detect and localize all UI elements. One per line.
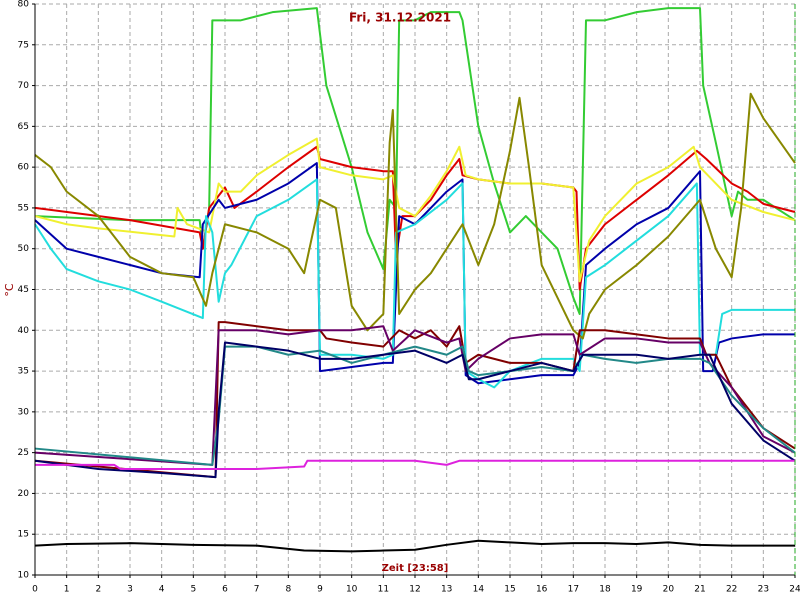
lines xyxy=(34,7,796,553)
x-tick-label: 6 xyxy=(222,585,228,595)
series-line xyxy=(34,7,796,315)
chart-title: Fri, 31.12.2021 xyxy=(349,11,451,25)
x-tick-label: 19 xyxy=(631,585,643,595)
y-tick-label: 40 xyxy=(18,326,30,336)
series-line xyxy=(34,325,796,466)
x-tick-label: 17 xyxy=(568,585,579,595)
series-line xyxy=(34,137,796,283)
grid xyxy=(34,3,796,576)
y-tick-label: 55 xyxy=(18,203,29,213)
y-tick-label: 60 xyxy=(18,163,30,173)
x-tick-label: 24 xyxy=(789,585,800,595)
y-tick-label: 20 xyxy=(18,489,30,499)
series-line xyxy=(34,539,795,553)
x-tick-label: 12 xyxy=(409,585,420,595)
series-line xyxy=(35,459,795,470)
x-tick-label: 11 xyxy=(378,585,389,595)
x-tick-label: 22 xyxy=(726,585,737,595)
x-tick-label: 18 xyxy=(599,585,611,595)
x-tick-label: 9 xyxy=(317,585,323,595)
series-line xyxy=(34,321,796,479)
x-tick-label: 3 xyxy=(127,585,133,595)
y-tick-label: 50 xyxy=(18,244,30,254)
x-axis-label: Zeit [23:58] xyxy=(382,563,449,574)
y-axis-label: °C xyxy=(3,283,16,297)
series-line xyxy=(34,92,796,340)
x-tick-label: 15 xyxy=(504,585,515,595)
x-tick-label: 20 xyxy=(663,585,675,595)
y-tick-label: 25 xyxy=(18,448,29,458)
y-tick-label: 10 xyxy=(18,571,30,581)
x-tick-label: 0 xyxy=(32,585,38,595)
series-line xyxy=(34,341,796,479)
y-tick-label: 70 xyxy=(18,81,30,91)
y-tick-label: 45 xyxy=(18,285,29,295)
y-tick-label: 80 xyxy=(18,0,30,10)
x-tick-label: 2 xyxy=(95,585,101,595)
x-tick-label: 8 xyxy=(285,585,291,595)
y-tick-label: 35 xyxy=(18,367,29,377)
x-tick-label: 14 xyxy=(473,585,485,595)
x-tick-label: 7 xyxy=(254,585,260,595)
x-tick-label: 21 xyxy=(694,585,705,595)
y-tick-label: 65 xyxy=(18,122,29,132)
y-tick-label: 15 xyxy=(18,530,29,540)
x-tick-label: 16 xyxy=(536,585,548,595)
y-tick-label: 75 xyxy=(18,40,29,50)
x-tick-label: 13 xyxy=(441,585,452,595)
x-tick-label: 10 xyxy=(346,585,358,595)
series-line xyxy=(34,178,795,389)
y-tick-label: 30 xyxy=(18,407,30,417)
x-tick-label: 5 xyxy=(190,585,196,595)
x-tick-label: 1 xyxy=(64,585,70,595)
x-tick-label: 4 xyxy=(159,585,165,595)
x-tick-label: 23 xyxy=(758,585,769,595)
series-line xyxy=(34,145,796,291)
